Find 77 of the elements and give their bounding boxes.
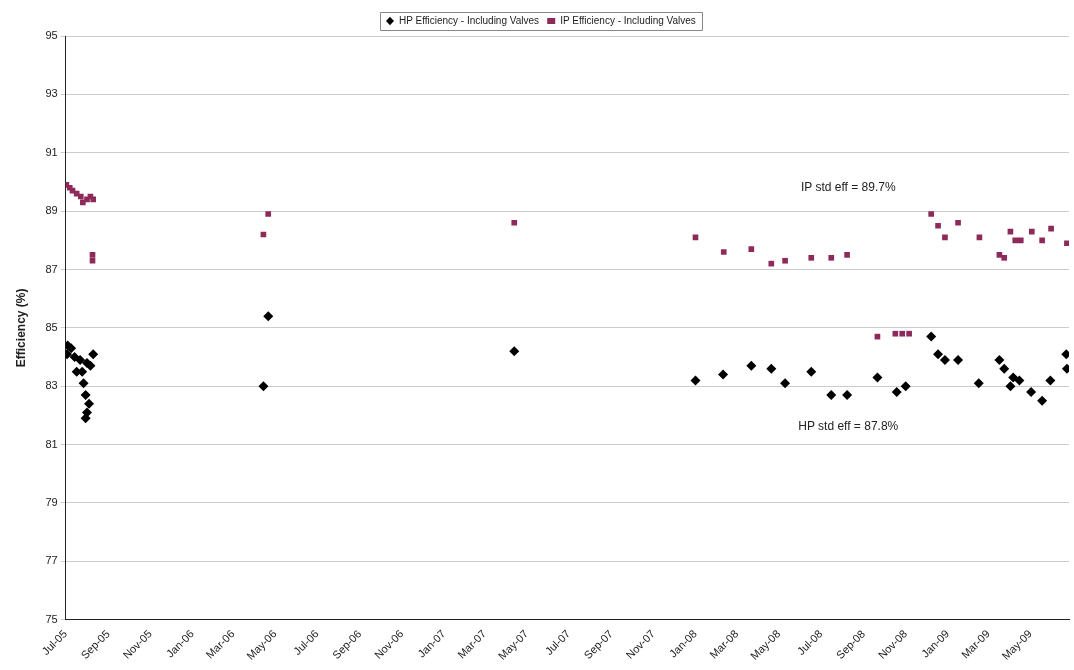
y-tick-label: 91 bbox=[45, 145, 58, 158]
point bbox=[1064, 240, 1069, 247]
point bbox=[942, 234, 948, 241]
point bbox=[718, 369, 729, 380]
point bbox=[258, 381, 269, 392]
point bbox=[1048, 225, 1054, 232]
y-tick-label: 95 bbox=[45, 29, 58, 42]
point bbox=[766, 363, 777, 374]
y-tick-label: 75 bbox=[45, 612, 58, 625]
point bbox=[935, 222, 941, 229]
point bbox=[891, 387, 902, 398]
point bbox=[69, 352, 80, 363]
point bbox=[1017, 237, 1024, 244]
y-axis-title: Efficiency (%) bbox=[13, 288, 28, 368]
point bbox=[939, 354, 950, 365]
y-tick-label: 93 bbox=[45, 87, 58, 100]
point bbox=[900, 381, 911, 392]
legend-label: IP Efficiency - Including Valves bbox=[560, 14, 696, 26]
point bbox=[77, 193, 84, 200]
point bbox=[872, 372, 883, 383]
point bbox=[906, 330, 912, 337]
point bbox=[511, 219, 518, 226]
point bbox=[1005, 381, 1016, 392]
point bbox=[768, 260, 775, 267]
point bbox=[808, 254, 815, 261]
point bbox=[1001, 254, 1008, 261]
point bbox=[844, 252, 850, 258]
y-tick-label: 89 bbox=[45, 204, 58, 217]
point bbox=[1028, 228, 1035, 235]
point bbox=[84, 398, 95, 409]
point bbox=[1008, 372, 1019, 383]
point bbox=[928, 211, 934, 217]
point bbox=[955, 219, 961, 226]
point bbox=[89, 257, 96, 264]
point bbox=[89, 252, 96, 258]
point bbox=[828, 254, 835, 261]
point bbox=[1045, 375, 1056, 386]
point bbox=[1037, 395, 1048, 406]
point bbox=[88, 349, 99, 360]
point bbox=[1012, 237, 1019, 244]
point bbox=[80, 389, 91, 400]
point bbox=[806, 366, 817, 377]
point bbox=[999, 363, 1010, 374]
point bbox=[973, 378, 984, 389]
y-tick-label: 79 bbox=[45, 496, 58, 509]
point bbox=[899, 330, 906, 337]
point bbox=[826, 389, 837, 400]
point bbox=[782, 257, 788, 264]
y-tick-label: 83 bbox=[45, 379, 58, 392]
point bbox=[748, 246, 755, 252]
point bbox=[933, 349, 944, 360]
point bbox=[926, 331, 937, 342]
point bbox=[780, 378, 791, 389]
point bbox=[1014, 375, 1025, 386]
point bbox=[720, 249, 727, 255]
point bbox=[1039, 237, 1045, 244]
y-tick-label: 85 bbox=[45, 320, 58, 333]
y-tick-label: 77 bbox=[45, 554, 58, 567]
point bbox=[263, 311, 274, 322]
point bbox=[892, 330, 899, 337]
annotation: IP std eff = 89.7% bbox=[800, 180, 896, 195]
annotation: HP std eff = 87.8% bbox=[798, 419, 899, 434]
point bbox=[78, 378, 89, 389]
point bbox=[746, 360, 757, 371]
point bbox=[75, 354, 86, 365]
point bbox=[953, 354, 964, 365]
point bbox=[265, 211, 272, 217]
point bbox=[80, 413, 91, 424]
y-tick-label: 81 bbox=[45, 437, 58, 450]
point bbox=[994, 354, 1005, 365]
legend-label: HP Efficiency - Including Valves bbox=[398, 14, 540, 26]
point bbox=[690, 375, 701, 386]
point bbox=[842, 389, 853, 400]
point bbox=[509, 346, 520, 357]
point bbox=[1026, 387, 1037, 398]
point bbox=[85, 360, 96, 371]
y-tick-label: 87 bbox=[45, 262, 58, 275]
